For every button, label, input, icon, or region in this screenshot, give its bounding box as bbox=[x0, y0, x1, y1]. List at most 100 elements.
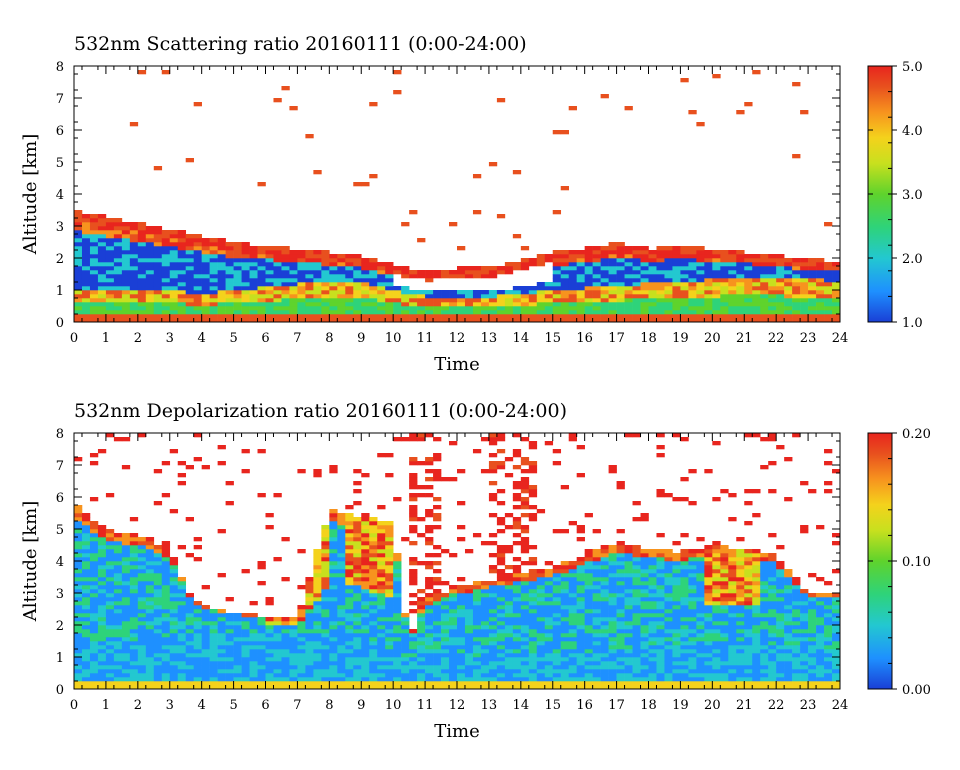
heatmap-cell bbox=[608, 286, 617, 291]
heatmap-cell bbox=[496, 637, 506, 642]
heatmap-cell bbox=[504, 565, 514, 570]
heatmap-cell bbox=[265, 302, 274, 307]
heatmap-cell bbox=[752, 70, 761, 75]
heatmap-cell bbox=[632, 549, 641, 554]
heatmap-cell bbox=[648, 250, 657, 255]
heatmap-cell bbox=[736, 601, 745, 606]
heatmap-cell bbox=[496, 633, 506, 638]
heatmap-cell bbox=[632, 569, 641, 574]
heatmap-cell bbox=[776, 258, 785, 263]
heatmap-cell bbox=[480, 629, 490, 634]
heatmap-cell bbox=[129, 250, 139, 255]
heatmap-cell bbox=[417, 641, 426, 646]
heatmap-cell bbox=[105, 649, 115, 654]
heatmap-cell bbox=[337, 549, 346, 554]
heatmap-cell bbox=[345, 525, 354, 530]
heatmap-cell bbox=[696, 306, 705, 311]
heatmap-cell bbox=[496, 569, 506, 574]
heatmap-cell bbox=[233, 645, 242, 650]
heatmap-cell bbox=[425, 633, 434, 638]
heatmap-cell bbox=[656, 549, 665, 554]
heatmap-cell bbox=[688, 569, 697, 574]
heatmap-cell bbox=[824, 314, 833, 319]
heatmap-cell bbox=[409, 290, 418, 295]
heatmap-cell bbox=[488, 541, 498, 546]
heatmap-cell bbox=[832, 306, 841, 311]
heatmap-cell bbox=[672, 561, 681, 566]
heatmap-cell bbox=[105, 657, 115, 662]
heatmap-cell bbox=[233, 318, 242, 323]
heatmap-cell bbox=[449, 633, 458, 638]
heatmap-cell bbox=[345, 685, 354, 690]
heatmap-cell bbox=[560, 266, 570, 271]
heatmap-cell bbox=[201, 294, 210, 299]
heatmap-cell bbox=[185, 681, 194, 686]
heatmap-cell bbox=[145, 669, 155, 674]
heatmap-cell bbox=[704, 274, 713, 279]
heatmap-cell bbox=[193, 605, 202, 610]
heatmap-cell bbox=[105, 621, 115, 626]
heatmap-cell bbox=[353, 637, 362, 642]
heatmap-cell bbox=[297, 673, 306, 678]
heatmap-cell bbox=[784, 282, 793, 287]
heatmap-cell bbox=[680, 314, 689, 319]
heatmap-cell bbox=[161, 238, 171, 243]
heatmap-cell bbox=[425, 270, 434, 275]
heatmap-cell bbox=[217, 657, 226, 662]
heatmap-cell bbox=[81, 282, 91, 287]
heatmap-cell bbox=[433, 469, 442, 474]
heatmap-cell bbox=[177, 290, 187, 295]
heatmap-cell bbox=[74, 278, 83, 283]
heatmap-cell bbox=[656, 262, 665, 267]
heatmap-cell bbox=[600, 641, 609, 646]
heatmap-cell bbox=[113, 665, 123, 670]
heatmap-cell bbox=[712, 302, 721, 307]
heatmap-cell bbox=[369, 573, 378, 578]
heatmap-cell bbox=[624, 306, 633, 311]
heatmap-cell bbox=[632, 262, 641, 267]
heatmap-cell bbox=[584, 302, 593, 307]
heatmap-cell bbox=[704, 565, 713, 570]
x-tick-label: 14 bbox=[513, 331, 530, 346]
heatmap-cell bbox=[361, 581, 370, 586]
heatmap-cell bbox=[297, 290, 306, 295]
heatmap-cell bbox=[616, 298, 625, 303]
heatmap-cell bbox=[616, 278, 625, 283]
heatmap-cell bbox=[552, 461, 562, 466]
heatmap-cell bbox=[337, 677, 346, 682]
heatmap-cell bbox=[576, 282, 585, 287]
heatmap-cell bbox=[105, 234, 115, 239]
heatmap-cell bbox=[145, 226, 155, 231]
heatmap-cell bbox=[608, 665, 617, 670]
heatmap-cell bbox=[720, 645, 729, 650]
heatmap-cell bbox=[217, 529, 226, 534]
heatmap-cell bbox=[536, 577, 546, 582]
heatmap-cell bbox=[441, 294, 450, 299]
heatmap-cell bbox=[353, 613, 362, 618]
heatmap-cell bbox=[560, 593, 570, 598]
heatmap-cell bbox=[345, 282, 354, 287]
heatmap-cell bbox=[496, 553, 506, 558]
heatmap-cell bbox=[225, 665, 234, 670]
heatmap-cell bbox=[185, 641, 194, 646]
heatmap-cell bbox=[712, 286, 721, 291]
heatmap-cell bbox=[417, 665, 426, 670]
heatmap-cell bbox=[257, 310, 266, 315]
heatmap-cell bbox=[217, 318, 226, 323]
heatmap-cell bbox=[393, 637, 402, 642]
heatmap-cell bbox=[209, 250, 218, 255]
heatmap-cell bbox=[504, 581, 514, 586]
heatmap-cell bbox=[401, 649, 410, 654]
heatmap-cell bbox=[153, 601, 163, 606]
heatmap-cell bbox=[201, 258, 210, 263]
heatmap-cell bbox=[457, 613, 466, 618]
heatmap-cell bbox=[81, 573, 91, 578]
heatmap-cell bbox=[177, 577, 187, 582]
heatmap-cell bbox=[464, 605, 474, 610]
heatmap-cell bbox=[353, 274, 362, 279]
heatmap-cell bbox=[441, 270, 450, 275]
heatmap-cell bbox=[720, 561, 729, 566]
heatmap-cell bbox=[161, 649, 171, 654]
heatmap-cell bbox=[145, 621, 155, 626]
heatmap-cell bbox=[776, 318, 785, 323]
